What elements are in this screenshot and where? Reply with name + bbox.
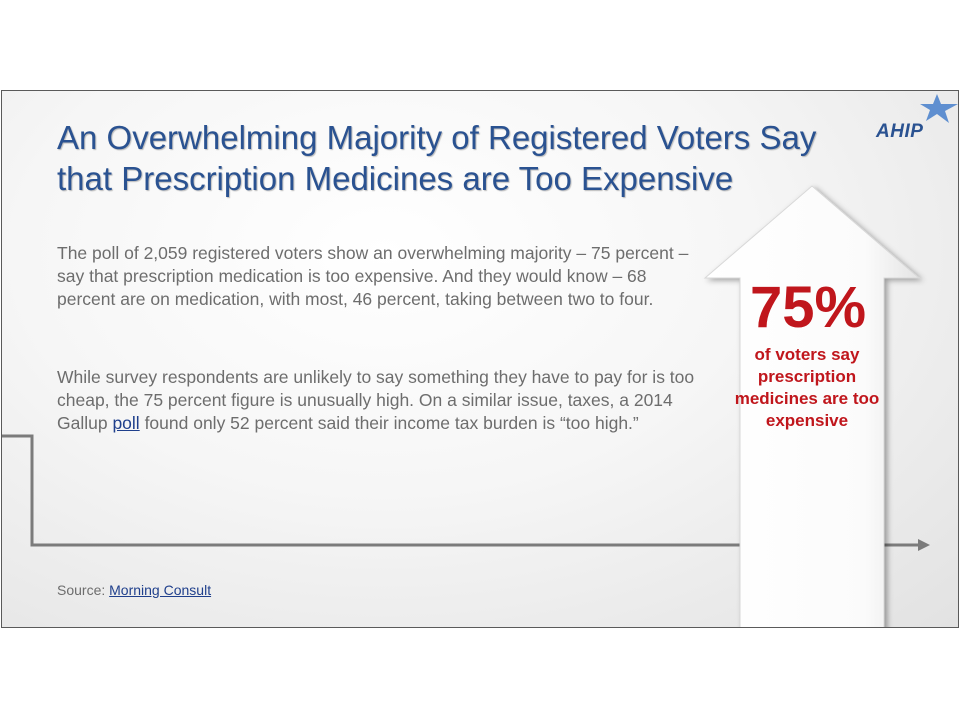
up-arrow-shape bbox=[703, 185, 921, 627]
slide-decoration bbox=[2, 185, 930, 627]
paragraph2-text-after: found only 52 percent said their income … bbox=[139, 412, 639, 433]
callout-percentage: 75% bbox=[749, 275, 867, 340]
gallup-poll-link[interactable]: poll bbox=[112, 412, 140, 433]
source-label: Source: bbox=[57, 582, 110, 598]
source-line: Source: Morning Consult bbox=[57, 582, 211, 598]
body-paragraph-2: While survey respondents are unlikely to… bbox=[57, 366, 697, 434]
trend-line bbox=[2, 434, 920, 547]
star-icon bbox=[920, 94, 958, 123]
paragraph2-text-before: While survey respondents are unlikely to… bbox=[57, 367, 695, 433]
trend-arrowhead-icon bbox=[918, 539, 930, 551]
body-paragraph-1: The poll of 2,059 registered voters show… bbox=[57, 243, 689, 309]
page-title: An Overwhelming Majority of Registered V… bbox=[57, 119, 817, 197]
ahip-logo-text: AHIP bbox=[876, 121, 924, 142]
callout-caption: of voters say prescription medicines are… bbox=[734, 345, 880, 430]
slide bbox=[1, 90, 959, 628]
morning-consult-link[interactable]: Morning Consult bbox=[109, 582, 212, 598]
